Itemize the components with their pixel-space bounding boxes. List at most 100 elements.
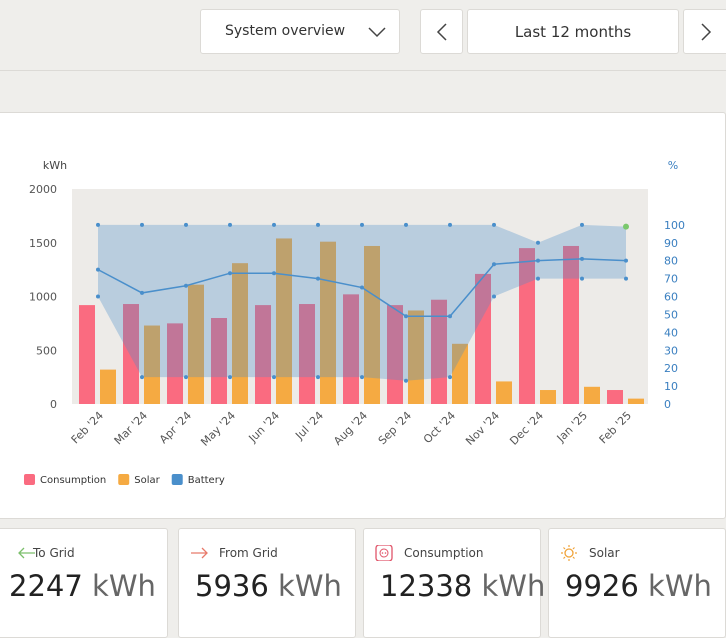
y2-tick-label: 50 [664,308,678,321]
battery-point [624,276,628,281]
battery-point [404,378,408,383]
card-unit: kWh [92,569,156,603]
y2-tick-label: 70 [664,273,678,286]
x-tick-label: Dec '24 [507,409,546,448]
card-icon [191,547,208,559]
period-label: Last 12 months [514,23,632,41]
chart: kWh % 0 500 1000 1500 2000 0 10 20 30 40 50 60 70 80 90 1… [24,159,685,486]
bar [519,248,535,404]
card-unit: kWh [278,569,342,603]
bar [188,284,204,404]
card-icon [561,545,577,561]
battery-point [580,222,584,227]
bar [100,369,116,404]
bar [408,310,424,404]
battery-point [536,240,540,245]
x-tick-label: May '24 [198,409,238,449]
battery-point [580,256,584,261]
bar [299,304,315,404]
y2-tick-label: 0 [664,398,671,411]
y2-tick-label: 30 [664,344,678,357]
bar [255,305,271,404]
bar [144,325,160,404]
battery-point [492,294,496,299]
bar [320,241,336,404]
card-title: Consumption [404,546,484,560]
battery-point [184,375,188,380]
battery-point [624,258,628,263]
battery-point [184,283,188,288]
battery-point [448,314,452,319]
x-tick-label: Mar '24 [112,409,150,447]
battery-point [272,375,276,380]
chevron-left [436,23,447,41]
bar [387,305,403,404]
stat-card: To Grid 2247 kWh [0,528,168,638]
card-value-line: 9926 kWh [565,569,712,603]
x-tick-label: Oct '24 [421,409,458,446]
bar [232,263,248,404]
bar [431,299,447,404]
y2-tick-label: 90 [664,237,678,250]
y2-axis-label: % [668,159,678,172]
divider [0,70,726,71]
y-tick-label: 500 [36,344,57,357]
card-value-line: 5936 kWh [195,569,342,603]
page: {"header":{"view":"System overview","per… [0,9,726,638]
bar [364,245,380,404]
y-tick-label: 0 [50,398,57,411]
card-value-line: 2247 kWh [9,569,156,603]
battery-point [96,222,100,227]
bar [167,323,183,404]
bar [607,390,623,404]
stat-card: Solar 9926 kWh [548,528,726,638]
bar [540,390,556,404]
battery-point [360,375,364,380]
y2-tick-label: 80 [664,255,678,268]
bar [211,318,227,404]
next-button[interactable] [683,9,726,54]
y2-tick-label: 10 [664,380,678,393]
x-tick-label: Jan '25 [554,409,590,445]
y2-tick-label: 60 [664,291,678,304]
bar [276,238,292,404]
stat-card: From Grid 5936 kWh [178,528,356,638]
y2-tick-label: 40 [664,326,678,339]
card-value: 2247 [9,569,83,603]
battery-point [96,294,100,299]
battery-point [228,271,232,276]
y2-tick-label: 100 [664,219,685,232]
chevron-down [368,27,386,38]
y-tick-label: 2000 [29,183,57,196]
view-dropdown[interactable]: System overview [200,9,400,54]
x-tick-label: Aug '24 [331,409,370,448]
legend-label: Battery [188,475,225,486]
x-tick-label: Jun '24 [246,409,283,446]
x-tick-label: Apr '24 [157,409,194,446]
bar [628,398,644,404]
battery-point [492,262,496,267]
y-axis-label: kWh [43,159,67,172]
bar [563,245,579,404]
battery-point [140,290,144,295]
battery-point [580,276,584,281]
bar [452,343,468,404]
bar [123,304,139,404]
battery-point [184,222,188,227]
battery-point [404,222,408,227]
battery-point [536,276,540,281]
legend-label: Consumption [40,475,106,486]
prev-button[interactable] [420,9,463,54]
x-tick-label: Jul '24 [292,409,326,443]
card-value: 5936 [195,569,269,603]
battery-point [448,375,452,380]
legend-swatch [171,474,183,485]
bar [496,381,512,404]
bar [475,273,491,404]
card-unit: kWh [481,569,546,603]
battery-point [492,222,496,227]
legend-swatch [24,474,35,485]
legend-label: Solar [134,475,160,486]
x-tick-label: Feb '24 [69,409,106,446]
period-button[interactable]: Last 12 months [467,9,679,54]
